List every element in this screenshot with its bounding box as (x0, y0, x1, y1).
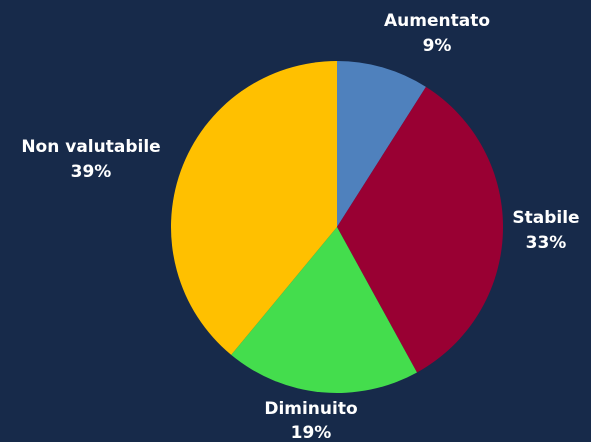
slice-label-stabile: Stabile (512, 208, 579, 228)
slices-layer (170, 60, 504, 394)
slice-value-stabile: 33% (526, 233, 567, 253)
slice-value-non-valutabile: 39% (71, 162, 112, 182)
slice-value-diminuito: 19% (291, 423, 332, 442)
slice-stabile (337, 86, 504, 373)
labels-layer: Aumentato 9% Stabile 33% Diminuito 19% Non val… (21, 11, 579, 442)
slice-diminuito (231, 227, 417, 394)
slice-label-non-valutabile: Non valutabile (21, 137, 160, 157)
slice-label-diminuito: Diminuito (264, 399, 357, 419)
slice-label-aumentato: Aumentato (384, 11, 490, 31)
slice-value-aumentato: 9% (423, 36, 452, 56)
slice-non-valutabile (170, 60, 337, 355)
slice-aumentato (337, 61, 426, 227)
